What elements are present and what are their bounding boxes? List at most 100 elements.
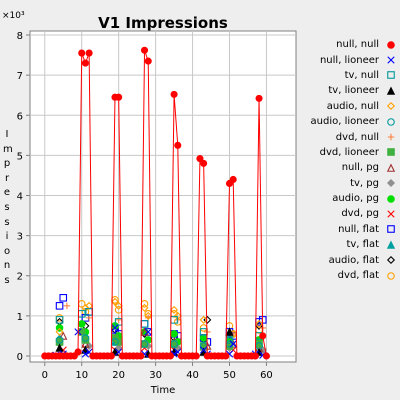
legend-item: audio, flat bbox=[296, 252, 400, 267]
data-point bbox=[387, 194, 395, 203]
data-point bbox=[196, 155, 204, 163]
legend-item: tv, pg bbox=[296, 176, 400, 191]
data-point bbox=[114, 301, 123, 310]
plot-area bbox=[29, 30, 297, 363]
legend-label: audio, flat bbox=[328, 254, 379, 266]
legend-item: audio, pg bbox=[296, 191, 400, 206]
legend-item: tv, null bbox=[296, 68, 400, 83]
data-point bbox=[222, 352, 230, 360]
y-tick-label: 5 bbox=[17, 151, 23, 162]
legend-item: tv, flat bbox=[296, 237, 400, 252]
legend-marker bbox=[387, 194, 395, 203]
legend-label: dvd, flat bbox=[337, 270, 379, 282]
y-tick-label: 6 bbox=[17, 111, 23, 122]
data-point bbox=[262, 352, 270, 360]
legend-item: null, lioneer bbox=[296, 52, 400, 67]
legend-label: audio, lioneer bbox=[310, 116, 380, 128]
data-point bbox=[229, 175, 237, 183]
legend-item: dvd, lioneer bbox=[296, 145, 400, 160]
x-tick-label: 10 bbox=[75, 370, 88, 381]
data-point bbox=[200, 159, 208, 167]
data-point bbox=[55, 327, 64, 336]
legend-marker bbox=[386, 163, 396, 172]
data-point bbox=[63, 302, 71, 310]
series-null-null bbox=[41, 46, 270, 360]
y-tick-label: 7 bbox=[17, 71, 23, 82]
y-tick-label: 0 bbox=[17, 352, 23, 363]
legend-label: null, pg bbox=[341, 162, 379, 174]
x-tick-label: 60 bbox=[260, 370, 273, 381]
legend-marker bbox=[386, 86, 396, 95]
legend-label: audio, pg bbox=[332, 193, 379, 205]
data-point bbox=[199, 315, 208, 324]
legend-marker bbox=[387, 71, 395, 80]
data-point bbox=[386, 256, 396, 265]
legend-label: dvd, pg bbox=[341, 208, 379, 220]
legend-marker bbox=[387, 271, 395, 280]
data-point bbox=[110, 297, 120, 306]
data-point bbox=[81, 334, 90, 342]
data-point bbox=[137, 352, 145, 360]
data-point bbox=[85, 49, 93, 57]
data-point bbox=[387, 56, 395, 64]
legend-marker bbox=[387, 117, 395, 126]
legend-marker bbox=[386, 179, 396, 188]
data-point bbox=[192, 352, 200, 360]
x-tick-label: 0 bbox=[42, 370, 48, 381]
legend-label: audio, null bbox=[326, 100, 379, 112]
legend-marker bbox=[386, 102, 396, 111]
data-point bbox=[78, 49, 86, 57]
data-point bbox=[170, 305, 179, 314]
data-point bbox=[386, 102, 396, 111]
legend-item: null, null bbox=[296, 37, 400, 52]
data-point bbox=[386, 163, 396, 172]
data-point bbox=[74, 348, 82, 356]
data-point bbox=[144, 314, 152, 322]
data-point bbox=[77, 320, 86, 328]
data-point bbox=[174, 141, 182, 149]
data-point bbox=[229, 340, 237, 348]
legend-item: null, pg bbox=[296, 160, 400, 175]
y-tick-label: 8 bbox=[17, 31, 23, 42]
data-point bbox=[144, 57, 152, 65]
legend-item: audio, null bbox=[296, 99, 400, 114]
data-point bbox=[85, 314, 93, 322]
data-point bbox=[111, 324, 119, 332]
data-point bbox=[81, 59, 89, 67]
data-point bbox=[107, 352, 115, 360]
data-point bbox=[387, 71, 395, 80]
y-tick-label: 2 bbox=[17, 272, 23, 283]
y-tick-label: 4 bbox=[17, 191, 23, 202]
legend: null, null null, lioneer tv, null tv, lione… bbox=[296, 37, 400, 283]
legend-item: audio, lioneer bbox=[296, 114, 400, 129]
data-point bbox=[387, 210, 395, 218]
data-point bbox=[387, 148, 395, 157]
x-tick-label: 30 bbox=[149, 370, 162, 381]
series-layer bbox=[41, 46, 270, 360]
data-point bbox=[81, 350, 90, 358]
x-axis-label: Time bbox=[150, 385, 176, 396]
legend-marker bbox=[387, 225, 395, 234]
legend-item: dvd, flat bbox=[296, 268, 400, 283]
data-point bbox=[386, 179, 396, 188]
data-point bbox=[386, 240, 396, 249]
data-point bbox=[387, 40, 395, 49]
y-axis-label: I m p r e s s i o n s bbox=[3, 129, 13, 286]
legend-marker bbox=[387, 133, 395, 141]
data-point bbox=[55, 343, 64, 352]
legend-label: tv, lioneer bbox=[328, 85, 379, 97]
legend-item: tv, lioneer bbox=[296, 83, 400, 98]
legend-marker bbox=[387, 40, 395, 49]
legend-label: tv, flat bbox=[346, 239, 379, 251]
data-point bbox=[259, 332, 267, 340]
data-point bbox=[255, 319, 264, 328]
legend-item: null, flat bbox=[296, 222, 400, 237]
legend-marker bbox=[386, 240, 396, 249]
y-tick-label: 1 bbox=[17, 312, 23, 323]
axis-ticks: 0 10 20 30 40 50 60 0 1 2 3 4 5 6 7 8 bbox=[17, 31, 273, 381]
data-point bbox=[251, 352, 259, 360]
data-point bbox=[255, 94, 263, 102]
y-axis-multiplier: ×10³ bbox=[2, 11, 25, 21]
legend-marker bbox=[387, 56, 395, 64]
